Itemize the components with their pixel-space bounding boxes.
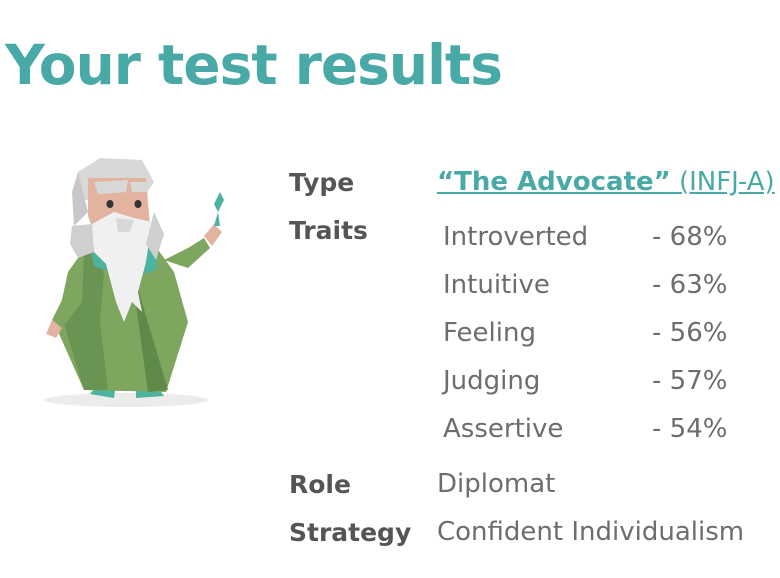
type-name: “The Advocate”: [437, 167, 671, 197]
type-code: (INFJ-A): [678, 167, 775, 197]
strategy-value: Confident Individualism: [437, 517, 745, 547]
trait-name-introverted: Introverted: [443, 222, 589, 252]
trait-percent-judging: - 57%: [652, 366, 728, 396]
trait-percent-intuitive: - 63%: [652, 270, 728, 300]
trait-name-feeling: Feeling: [443, 318, 536, 348]
role-label: Role: [289, 470, 351, 499]
page-title: Your test results: [5, 33, 503, 97]
trait-name-assertive: Assertive: [443, 414, 564, 444]
role-value: Diplomat: [437, 469, 556, 499]
advocate-character-illustration: [44, 158, 224, 407]
trait-name-intuitive: Intuitive: [443, 270, 550, 300]
trait-percent-assertive: - 54%: [652, 414, 728, 444]
trait-percent-introverted: - 68%: [652, 222, 728, 252]
trait-percent-feeling: - 56%: [652, 318, 728, 348]
traits-label: Traits: [289, 216, 368, 245]
type-label: Type: [289, 168, 355, 197]
strategy-label: Strategy: [289, 518, 412, 547]
trait-name-judging: Judging: [443, 366, 541, 396]
type-link[interactable]: “The Advocate” (INFJ-A): [437, 167, 775, 197]
